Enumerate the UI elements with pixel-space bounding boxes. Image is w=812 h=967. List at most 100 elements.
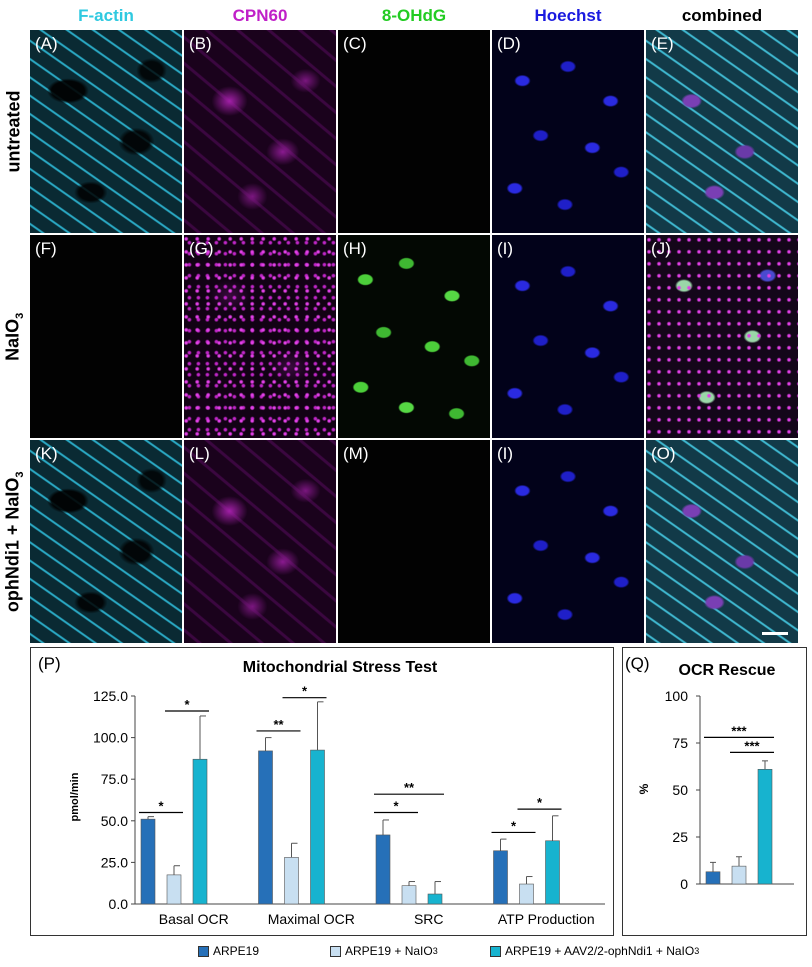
row-label-text: untreated bbox=[3, 90, 24, 173]
bar bbox=[493, 850, 508, 905]
micrograph-panel: (O) bbox=[646, 440, 798, 643]
legend-swatch bbox=[198, 945, 209, 957]
panel-label: (F) bbox=[35, 239, 57, 258]
x-tick-label: Maximal OCR bbox=[268, 911, 355, 927]
panel-label: (J) bbox=[651, 239, 671, 258]
micrograph-panel: (D) bbox=[492, 30, 644, 233]
y-tick-label: 75 bbox=[672, 735, 688, 751]
significance-label: * bbox=[158, 798, 164, 813]
scale-bar bbox=[762, 632, 788, 635]
row-label-3: ophNdi1 + NaIO3 bbox=[0, 440, 28, 643]
y-tick-label: 0 bbox=[680, 876, 688, 892]
panel-label: (D) bbox=[497, 34, 521, 53]
significance-label: *** bbox=[744, 738, 760, 753]
bar bbox=[284, 857, 299, 905]
bar bbox=[375, 834, 391, 905]
legend-swatch bbox=[330, 945, 341, 957]
chart-q-frame bbox=[622, 647, 807, 936]
micrograph-panel: (B) bbox=[184, 30, 336, 233]
micrograph-panel: (F) bbox=[30, 235, 182, 438]
y-tick-label: 125.0 bbox=[93, 688, 128, 704]
micrograph-panel: (H) bbox=[338, 235, 490, 438]
column-header-3: 8-OHdG bbox=[381, 6, 447, 25]
micrograph-panel: (A) bbox=[30, 30, 182, 233]
bar bbox=[140, 818, 156, 905]
y-tick-label: 50.0 bbox=[101, 813, 128, 829]
bar bbox=[427, 893, 443, 905]
bar bbox=[192, 758, 208, 905]
panel-label: (P) bbox=[38, 654, 61, 673]
bar bbox=[401, 885, 417, 905]
micrograph-panel: (K) bbox=[30, 440, 182, 643]
significance-label: * bbox=[537, 795, 543, 810]
column-header-4: Hoechst bbox=[534, 6, 602, 25]
legend-label: ARPE19 bbox=[213, 944, 260, 958]
x-tick-label: ATP Production bbox=[498, 911, 595, 927]
y-tick-label: 100.0 bbox=[93, 730, 128, 746]
panel-label: (E) bbox=[651, 34, 674, 53]
column-header-2: CPN60 bbox=[232, 6, 288, 25]
panel-label: (I) bbox=[497, 444, 514, 463]
micrograph-panel: (G) bbox=[184, 235, 336, 438]
panel-label: (A) bbox=[35, 34, 58, 53]
panel-label: (H) bbox=[343, 239, 367, 258]
panel-label: (I) bbox=[497, 239, 514, 258]
significance-label: ** bbox=[404, 780, 415, 795]
bar bbox=[258, 750, 273, 905]
legend-label: ARPE19 + AAV2/2-ophNdi1 + NaIO bbox=[505, 944, 695, 958]
chart-p: (P) Mitochondrial Stress Test pmol/min 0.0 2… bbox=[38, 654, 605, 927]
row-label-text: NaIO bbox=[2, 318, 23, 361]
panel-label: (K) bbox=[35, 444, 58, 463]
panel-label: (M) bbox=[343, 444, 369, 463]
panel-label: (Q) bbox=[625, 654, 650, 673]
y-tick-label: 100 bbox=[665, 688, 689, 704]
y-tick-label: 50 bbox=[672, 782, 688, 798]
legend-label: ARPE19 + NaIO bbox=[345, 944, 433, 958]
chart-legend: ARPE19 ARPE19 + NaIO 3 ARPE19 + AAV2/2-ophN… bbox=[0, 940, 812, 964]
chart-title: Mitochondrial Stress Test bbox=[243, 659, 438, 676]
column-header-5: combined bbox=[681, 6, 763, 25]
significance-label: * bbox=[393, 798, 399, 813]
panel-label: (L) bbox=[189, 444, 210, 463]
legend-swatch bbox=[490, 945, 501, 957]
panel-label: (B) bbox=[189, 34, 212, 53]
micrograph-panel: (L) bbox=[184, 440, 336, 643]
legend-item: ARPE19 + NaIO 3 bbox=[330, 944, 438, 958]
bar bbox=[545, 840, 560, 905]
legend-item: ARPE19 + AAV2/2-ophNdi1 + NaIO 3 bbox=[490, 944, 699, 958]
panel-label: (O) bbox=[651, 444, 676, 463]
bar bbox=[731, 865, 747, 885]
legend-label-subscript: 3 bbox=[432, 946, 438, 956]
significance-label: *** bbox=[731, 723, 747, 738]
row-label-2: NaIO3 bbox=[0, 235, 28, 438]
y-axis-label: pmol/min bbox=[69, 772, 81, 821]
column-header-1: F-actin bbox=[78, 6, 134, 25]
legend-item: ARPE19 bbox=[198, 944, 259, 958]
chart-title: OCR Rescue bbox=[679, 662, 776, 679]
bar bbox=[166, 874, 182, 905]
bar bbox=[705, 871, 721, 885]
bar bbox=[757, 769, 773, 885]
row-label-text: ophNdi1 + NaIO bbox=[2, 477, 23, 612]
bar bbox=[310, 749, 325, 905]
legend-label-subscript: 3 bbox=[694, 946, 700, 956]
significance-label: ** bbox=[273, 717, 284, 732]
significance-label: * bbox=[511, 818, 517, 833]
micrograph-panel: (I) bbox=[492, 440, 644, 643]
panel-label: (C) bbox=[343, 34, 367, 53]
micrograph-panel: (C) bbox=[338, 30, 490, 233]
bar bbox=[519, 883, 534, 905]
x-tick-label: SRC bbox=[414, 911, 444, 927]
micrograph-panel: (M) bbox=[338, 440, 490, 643]
micrograph-panel: (E) bbox=[646, 30, 798, 233]
y-tick-label: 25.0 bbox=[101, 854, 128, 870]
significance-label: * bbox=[184, 697, 190, 712]
row-label-subscript: 3 bbox=[13, 471, 26, 478]
y-tick-label: 75.0 bbox=[101, 771, 128, 787]
significance-label: * bbox=[302, 684, 308, 699]
y-axis-label: % bbox=[637, 783, 651, 794]
y-tick-label: 0.0 bbox=[109, 896, 129, 912]
chart-q: (Q) OCR Rescue% 0 25 50 75 100 ****** bbox=[625, 654, 794, 892]
x-tick-label: Basal OCR bbox=[159, 911, 229, 927]
panel-label: (G) bbox=[189, 239, 214, 258]
